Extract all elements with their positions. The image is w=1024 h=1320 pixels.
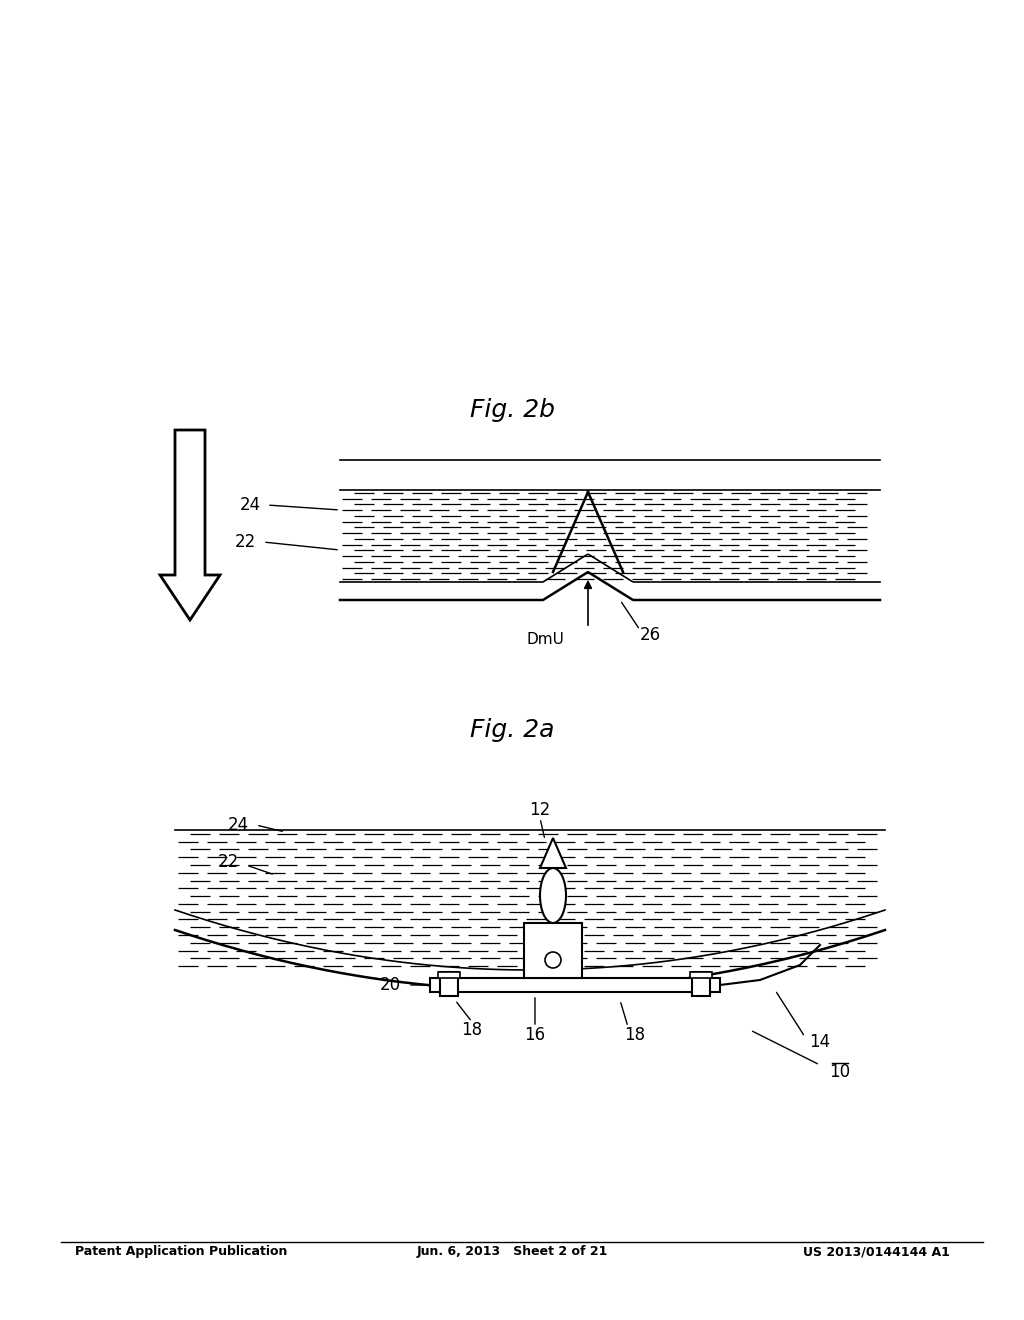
Text: 18: 18 <box>462 1020 482 1039</box>
Bar <box>440 972 458 997</box>
Polygon shape <box>540 838 566 869</box>
Text: 14: 14 <box>809 1034 830 1051</box>
Bar <box>692 972 710 997</box>
Text: Fig. 2a: Fig. 2a <box>470 718 554 742</box>
Text: 26: 26 <box>639 626 660 644</box>
Ellipse shape <box>540 869 566 923</box>
Text: 18: 18 <box>625 1026 645 1044</box>
Bar <box>430 978 720 993</box>
Circle shape <box>545 952 561 968</box>
Bar <box>690 972 712 978</box>
Text: 20: 20 <box>380 975 400 994</box>
Text: DmU: DmU <box>526 632 564 648</box>
Text: Jun. 6, 2013   Sheet 2 of 21: Jun. 6, 2013 Sheet 2 of 21 <box>417 1246 607 1258</box>
Text: Patent Application Publication: Patent Application Publication <box>75 1246 288 1258</box>
Text: 24: 24 <box>240 496 260 513</box>
Text: 12: 12 <box>529 801 551 818</box>
Text: 16: 16 <box>524 1026 546 1044</box>
Polygon shape <box>160 430 220 620</box>
Bar <box>524 923 582 978</box>
Text: 24: 24 <box>227 816 249 834</box>
Bar <box>438 972 460 978</box>
Text: 22: 22 <box>217 853 239 871</box>
Text: 10: 10 <box>829 1063 851 1081</box>
Text: US 2013/0144144 A1: US 2013/0144144 A1 <box>803 1246 950 1258</box>
Text: 22: 22 <box>234 533 256 550</box>
Text: Fig. 2b: Fig. 2b <box>469 399 555 422</box>
